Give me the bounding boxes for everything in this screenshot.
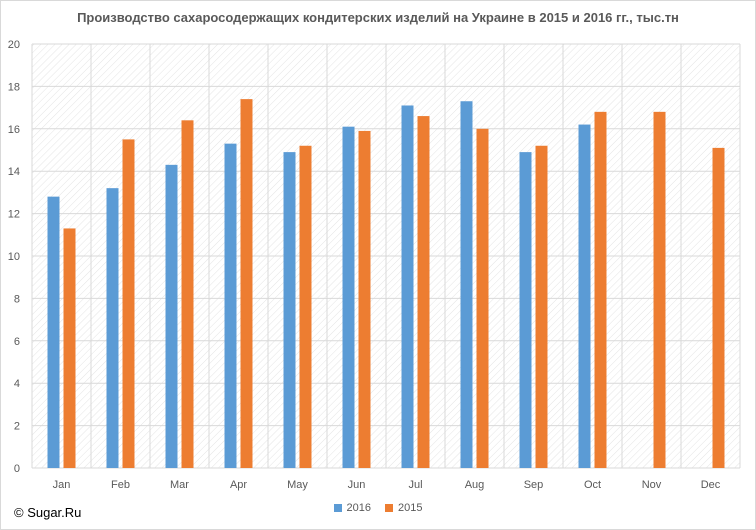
legend-label-2016: 2016 xyxy=(346,502,371,514)
x-tick-label: Aug xyxy=(465,479,485,491)
y-tick-label: 8 xyxy=(14,293,20,305)
watermark: © Sugar.Ru xyxy=(14,505,82,520)
x-tick-label: Sep xyxy=(524,479,544,491)
bar-2015-nov xyxy=(653,111,666,468)
chart-title: Производство сахаросодержащих кондитерск… xyxy=(77,10,679,25)
y-tick-label: 16 xyxy=(8,124,20,136)
bar-2015-jul xyxy=(417,116,430,468)
y-tick-label: 10 xyxy=(8,251,20,263)
bar-2015-dec xyxy=(712,147,725,468)
legend-swatch-2016 xyxy=(333,504,342,512)
x-tick-label: Feb xyxy=(111,479,130,491)
bar-2016-sep xyxy=(519,152,532,468)
y-tick-label: 12 xyxy=(8,209,20,221)
legend-item-2015: 2015 xyxy=(385,502,422,514)
bar-2015-aug xyxy=(476,128,489,469)
y-tick-label: 2 xyxy=(14,421,20,433)
bar-2016-jul xyxy=(401,105,414,468)
bar-2015-feb xyxy=(122,139,135,468)
bar-2015-mar xyxy=(181,120,194,468)
bar-2015-sep xyxy=(535,145,548,468)
legend-swatch-2015 xyxy=(385,504,393,512)
x-tick-label: Nov xyxy=(642,479,662,491)
x-tick-label: Jul xyxy=(408,479,422,491)
legend-label-2015: 2015 xyxy=(398,502,423,514)
x-tick-label: Jun xyxy=(348,479,366,491)
y-tick-label: 20 xyxy=(8,39,20,51)
bar-2016-jun xyxy=(342,126,355,469)
legend: 2016 2015 xyxy=(0,502,756,514)
x-tick-label: Mar xyxy=(170,479,189,491)
y-tick-label: 18 xyxy=(8,81,20,93)
bar-2015-apr xyxy=(240,99,253,469)
y-tick-label: 6 xyxy=(14,336,20,348)
legend-item-2016: 2016 xyxy=(333,502,371,514)
bar-2016-apr xyxy=(224,143,237,468)
bar-2015-jan xyxy=(63,228,76,468)
x-tick-label: May xyxy=(287,479,308,491)
bar-2015-may xyxy=(299,145,312,468)
bar-2016-aug xyxy=(460,101,473,469)
bar-2016-mar xyxy=(165,164,178,468)
x-tick-label: Jan xyxy=(53,479,71,491)
y-tick-label: 4 xyxy=(14,378,20,390)
x-tick-label: Oct xyxy=(584,479,601,491)
bar-2015-jun xyxy=(358,130,371,469)
y-tick-label: 14 xyxy=(8,166,20,178)
bar-2015-oct xyxy=(594,111,607,468)
bar-2016-may xyxy=(283,152,296,468)
bar-2016-feb xyxy=(106,188,119,468)
bar-2016-jan xyxy=(47,196,60,468)
bar-2016-oct xyxy=(578,124,591,468)
x-tick-label: Apr xyxy=(230,479,247,491)
y-tick-label: 0 xyxy=(14,463,20,475)
x-tick-label: Dec xyxy=(701,479,721,491)
